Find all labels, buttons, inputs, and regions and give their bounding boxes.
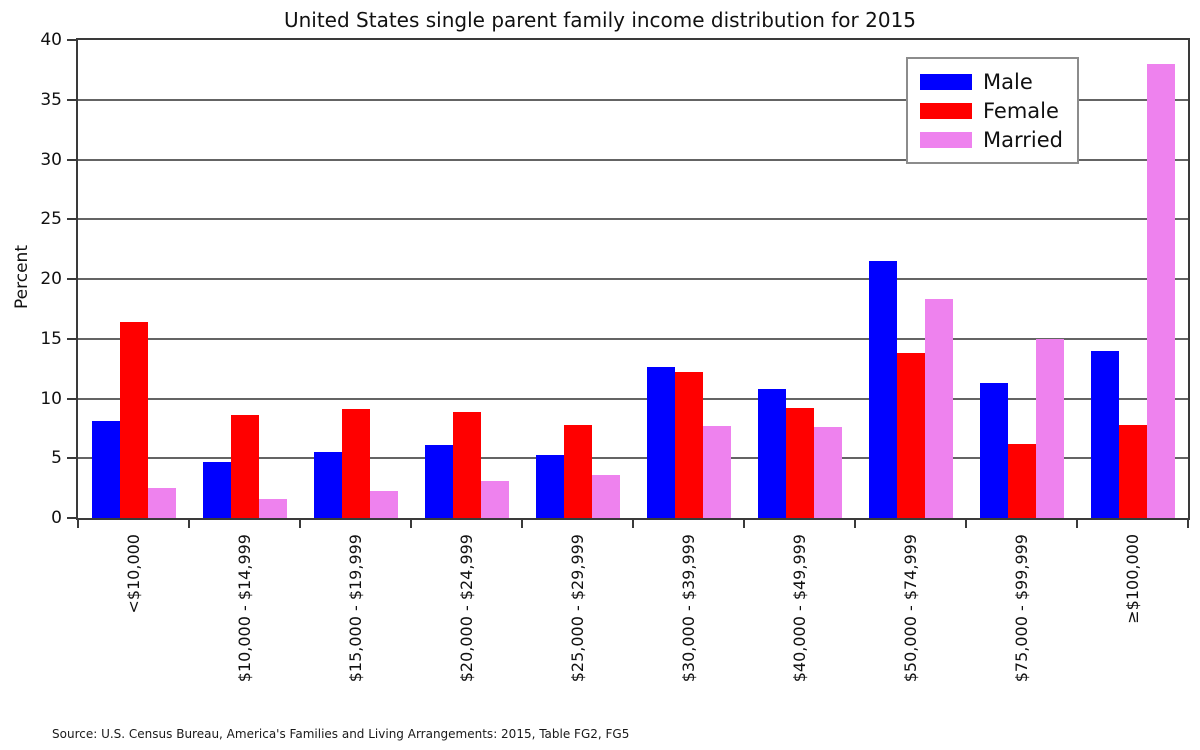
legend-label: Male bbox=[983, 69, 1033, 94]
x-tick-label: $30,000 - $39,999 bbox=[678, 534, 698, 683]
x-tick bbox=[77, 520, 79, 528]
bar-male-4 bbox=[535, 454, 564, 518]
bar-married-5 bbox=[702, 426, 731, 518]
y-tick bbox=[67, 457, 76, 460]
chart-title: United States single parent family incom… bbox=[283, 8, 917, 32]
y-tick bbox=[67, 397, 76, 400]
bar-male-3 bbox=[424, 445, 453, 518]
x-tick-label: $20,000 - $24,999 bbox=[456, 534, 476, 683]
gridline bbox=[78, 98, 1188, 101]
bar-married-8 bbox=[1035, 338, 1064, 518]
bar-male-7 bbox=[868, 261, 897, 518]
bar-married-1 bbox=[258, 498, 287, 518]
x-tick bbox=[632, 520, 634, 528]
x-tick-label: $25,000 - $29,999 bbox=[567, 534, 587, 683]
y-tick-label: 35 bbox=[40, 89, 62, 110]
bar-female-0 bbox=[119, 322, 148, 518]
bar-female-5 bbox=[674, 372, 703, 518]
y-tick-label: 30 bbox=[40, 149, 62, 170]
bar-female-4 bbox=[563, 424, 592, 518]
bar-married-2 bbox=[369, 490, 398, 518]
legend-label: Married bbox=[983, 127, 1063, 152]
legend-swatch-married bbox=[920, 131, 972, 148]
x-tick bbox=[410, 520, 412, 528]
y-tick bbox=[67, 337, 76, 340]
x-tick bbox=[1187, 520, 1189, 528]
x-tick-label: $10,000 - $14,999 bbox=[234, 534, 254, 683]
y-tick-label: 5 bbox=[51, 448, 62, 469]
bar-female-6 bbox=[785, 408, 814, 518]
x-tick-label: $75,000 - $99,999 bbox=[1011, 534, 1031, 683]
legend-item-female: Female bbox=[920, 96, 1063, 125]
x-tick bbox=[521, 520, 523, 528]
legend-swatch-male bbox=[920, 73, 972, 90]
legend-item-married: Married bbox=[920, 125, 1063, 154]
bar-female-3 bbox=[452, 411, 481, 518]
y-tick-label: 10 bbox=[40, 388, 62, 409]
bar-married-7 bbox=[924, 299, 953, 518]
y-tick-label: 25 bbox=[40, 209, 62, 230]
x-tick bbox=[188, 520, 190, 528]
gridline bbox=[78, 158, 1188, 161]
bar-married-9 bbox=[1146, 63, 1175, 518]
x-tick-label: ≥$100,000 bbox=[1122, 534, 1142, 624]
legend-label: Female bbox=[983, 98, 1059, 123]
y-tick bbox=[67, 278, 76, 280]
x-tick bbox=[743, 520, 745, 528]
bar-male-0 bbox=[91, 421, 120, 518]
gridline bbox=[78, 278, 1188, 280]
gridline bbox=[78, 457, 1188, 460]
bar-male-6 bbox=[757, 388, 786, 518]
source-note: Source: U.S. Census Bureau, America's Fa… bbox=[52, 727, 630, 741]
x-tick bbox=[854, 520, 856, 528]
x-tick-label: <$10,000 bbox=[123, 534, 143, 614]
bar-married-3 bbox=[480, 480, 509, 518]
y-tick-label: 20 bbox=[40, 269, 62, 289]
y-tick bbox=[67, 158, 76, 161]
bar-female-7 bbox=[896, 353, 925, 518]
x-tick bbox=[299, 520, 301, 528]
bar-married-0 bbox=[147, 488, 176, 518]
bar-married-4 bbox=[591, 474, 620, 518]
bar-female-9 bbox=[1118, 424, 1147, 518]
y-tick-label: 0 bbox=[51, 508, 62, 528]
x-tick bbox=[1076, 520, 1078, 528]
x-tick-label: $40,000 - $49,999 bbox=[789, 534, 809, 683]
bar-female-2 bbox=[341, 409, 370, 518]
bar-male-8 bbox=[979, 382, 1008, 518]
y-tick bbox=[67, 218, 76, 221]
y-tick-label: 40 bbox=[40, 30, 62, 50]
legend-item-male: Male bbox=[920, 67, 1063, 96]
x-tick-label: $50,000 - $74,999 bbox=[900, 534, 920, 683]
gridline bbox=[78, 218, 1188, 221]
bar-male-2 bbox=[313, 452, 342, 518]
legend-swatch-female bbox=[920, 102, 972, 119]
y-tick bbox=[67, 39, 76, 41]
gridline bbox=[78, 337, 1188, 340]
x-tick-label: $15,000 - $19,999 bbox=[345, 534, 365, 683]
bar-female-8 bbox=[1007, 443, 1036, 518]
x-tick bbox=[965, 520, 967, 528]
bar-male-1 bbox=[202, 461, 231, 518]
bar-married-6 bbox=[813, 427, 842, 518]
gridline bbox=[78, 397, 1188, 400]
y-tick bbox=[67, 517, 76, 519]
bar-male-5 bbox=[646, 367, 675, 518]
legend: Male Female Married bbox=[906, 57, 1079, 164]
bar-male-9 bbox=[1090, 350, 1119, 518]
y-tick-label: 15 bbox=[40, 328, 62, 349]
bar-female-1 bbox=[230, 415, 259, 518]
y-tick bbox=[67, 98, 76, 101]
